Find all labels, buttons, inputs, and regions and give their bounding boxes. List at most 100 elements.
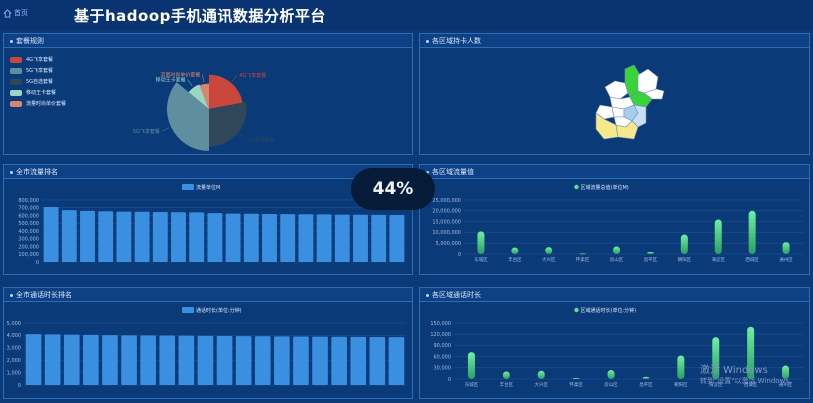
city-call-panel-title: 全市通话时长排名 (16, 291, 72, 299)
map-region-mentougou[interactable] (595, 104, 615, 120)
chart-bar[interactable] (579, 253, 587, 255)
x-tick-label: 丰台区 (500, 381, 514, 388)
chart-bar[interactable] (545, 247, 553, 254)
chart-bar[interactable] (782, 242, 790, 254)
chart-bar[interactable] (293, 336, 309, 385)
chart-bar[interactable] (25, 334, 42, 385)
x-tick-label: 大兴区 (542, 256, 556, 263)
chart-bar[interactable] (61, 210, 77, 262)
chart-bar[interactable] (680, 234, 688, 254)
map-region-yanqing[interactable] (604, 80, 629, 100)
pie-slice[interactable] (209, 74, 243, 109)
pie-slice[interactable] (209, 101, 247, 147)
chart-bar[interactable] (152, 212, 168, 262)
chart-bar[interactable] (243, 213, 259, 262)
chart-bar[interactable] (171, 212, 186, 262)
chart-legend[interactable]: 区域流量总值(单位M) (574, 184, 629, 191)
chart-bar[interactable] (298, 214, 314, 262)
chart-bar[interactable] (235, 336, 252, 385)
y-tick-label: 1,000 (7, 370, 21, 376)
chart-bar[interactable] (747, 326, 755, 379)
chart-bar[interactable] (388, 337, 405, 385)
chart-bar[interactable] (98, 211, 114, 262)
legend-item[interactable]: 流量时尚单价套餐 (10, 98, 66, 109)
chart-bar[interactable] (607, 370, 615, 379)
chart-bar[interactable] (677, 355, 685, 379)
chart-bar[interactable] (197, 335, 214, 385)
top-bar: 首页 基于hadoop手机通讯数据分析平台 (0, 0, 813, 30)
chart-bar[interactable] (350, 336, 367, 385)
x-tick-label: 西城区 (744, 381, 758, 388)
chart-bar[interactable] (44, 334, 61, 385)
panel-header: 全市流量排名 (4, 165, 412, 179)
chart-bar[interactable] (189, 212, 205, 262)
legend-item[interactable]: 4G飞享套餐 (10, 54, 66, 65)
chart-bar[interactable] (140, 335, 156, 385)
chart-legend[interactable]: 流量单位M (182, 184, 220, 191)
chart-bar[interactable] (369, 337, 386, 385)
chart-bar[interactable] (389, 215, 405, 262)
map-region-haidian[interactable] (611, 106, 625, 118)
y-tick-label: 60,000 (434, 354, 452, 360)
chart-bar[interactable] (353, 214, 368, 262)
chart-bar[interactable] (225, 213, 241, 262)
chart-bar[interactable] (334, 214, 350, 262)
pie-legend: 4G飞享套餐 5G飞享套餐 5G自选套餐 移动王卡套餐 流量时尚单价套餐 (10, 54, 66, 109)
pie-label-line (231, 74, 238, 82)
chart-bar[interactable] (102, 335, 118, 385)
chart-bar[interactable] (477, 231, 485, 254)
legend-marker (574, 307, 579, 313)
chart-bar[interactable] (312, 336, 328, 385)
legend-item[interactable]: 移动王卡套餐 (10, 87, 66, 98)
chart-bar[interactable] (502, 371, 510, 379)
chart-bar[interactable] (207, 213, 223, 262)
home-label[interactable]: 首页 (14, 9, 28, 17)
chart-bar[interactable] (642, 376, 650, 379)
chart-bar[interactable] (316, 214, 332, 262)
chart-bar[interactable] (178, 335, 195, 385)
bullet-icon (10, 293, 13, 297)
chart-bar[interactable] (572, 377, 580, 379)
legend-item[interactable]: 5G自选套餐 (10, 76, 66, 87)
chart-bar[interactable] (714, 219, 722, 254)
map-region-daxing[interactable] (615, 120, 639, 140)
pie-slice-label: 5G自选套餐 (248, 136, 275, 143)
chart-bar[interactable] (83, 334, 99, 385)
chart-bar[interactable] (43, 206, 59, 262)
chart-bar[interactable] (134, 211, 150, 262)
chart-legend[interactable]: 区域通话时长(单位:分钟) (574, 307, 636, 314)
chart-bar[interactable] (254, 336, 271, 385)
legend-swatch (10, 67, 22, 74)
chart-bar[interactable] (63, 334, 80, 385)
chart-bar[interactable] (613, 246, 621, 254)
pie-slice[interactable] (188, 84, 209, 109)
chart-bar[interactable] (467, 352, 475, 379)
chart-bar[interactable] (280, 214, 296, 262)
pie-slice[interactable] (167, 82, 209, 151)
chart-bar[interactable] (274, 336, 290, 385)
chart-bar[interactable] (159, 335, 176, 385)
chart-bar[interactable] (646, 251, 654, 254)
legend-swatch (10, 89, 22, 96)
pie-slice[interactable] (199, 83, 209, 109)
chart-bar[interactable] (782, 365, 790, 379)
chart-bar[interactable] (371, 214, 387, 262)
chart-bar[interactable] (216, 336, 233, 385)
y-tick-label: 400,000 (18, 229, 39, 235)
chart-bar[interactable] (116, 211, 132, 262)
legend-label: 区域流量总值(单位M) (581, 184, 629, 191)
chart-bar[interactable] (712, 337, 720, 379)
region-call-panel: 各区域通话时长 区域通话时长(单位:分钟) 150,000 120,000 90,00… (419, 287, 810, 399)
chart-bar[interactable] (537, 370, 545, 379)
chart-bar[interactable] (331, 336, 347, 385)
chart-legend[interactable]: 通话时长(单位:分钟) (182, 307, 242, 314)
chart-bar[interactable] (80, 210, 95, 262)
legend-swatch (10, 78, 22, 85)
legend-swatch (10, 56, 22, 63)
chart-bar[interactable] (121, 335, 137, 385)
chart-bar[interactable] (748, 210, 756, 254)
home-link[interactable]: 首页 (3, 8, 28, 18)
chart-bar[interactable] (262, 213, 277, 262)
chart-bar[interactable] (511, 247, 519, 254)
legend-item[interactable]: 5G飞享套餐 (10, 65, 66, 76)
